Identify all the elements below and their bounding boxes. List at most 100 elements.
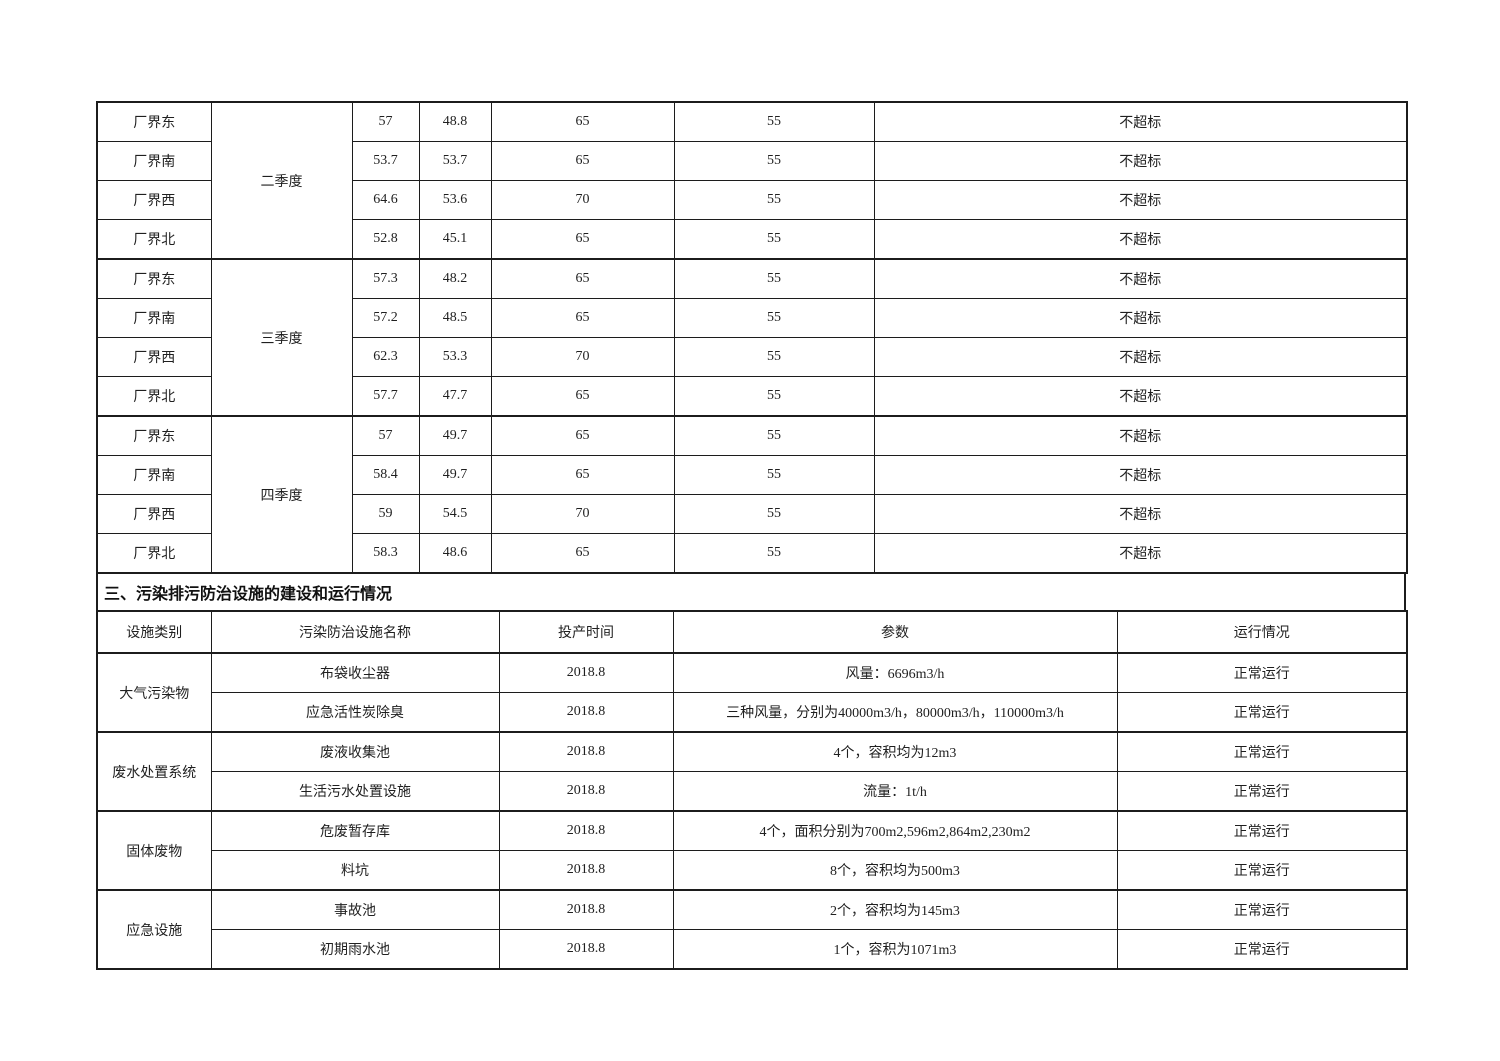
status-cell: 正常运行 xyxy=(1116,810,1408,851)
day-value-cell: 58.4 xyxy=(351,455,420,495)
location-cell: 厂界南 xyxy=(96,298,212,338)
commission-date-cell: 2018.8 xyxy=(498,810,674,851)
facility-row: 固体废物 危废暂存库 2018.8 4个，面积分别为700m2,596m2,86… xyxy=(96,810,1408,891)
facility-row: 料坑 2018.8 8个，容积均为500m3 正常运行 xyxy=(97,850,1408,891)
facility-row: 废水处置系统 废液收集池 2018.8 4个，容积均为12m3 正常运行 xyxy=(96,731,1408,812)
day-value-cell: 57.3 xyxy=(351,258,420,299)
params-cell: 1个，容积为1071m3 xyxy=(672,929,1118,970)
result-cell: 不超标 xyxy=(873,533,1408,574)
night-value-cell: 48.5 xyxy=(418,298,492,338)
day-limit-cell: 70 xyxy=(490,337,675,377)
result-cell: 不超标 xyxy=(873,455,1408,495)
location-cell: 厂界东 xyxy=(96,101,212,142)
night-value-cell: 45.1 xyxy=(418,219,492,260)
facility-name-cell: 危废暂存库 xyxy=(210,810,500,851)
night-limit-cell: 55 xyxy=(673,141,875,181)
header-cell: 运行情况 xyxy=(1116,610,1408,654)
location-cell: 厂界北 xyxy=(96,376,212,417)
day-value-cell: 64.6 xyxy=(351,180,420,220)
noise-row: 厂界北 52.8 45.1 65 55 不超标 xyxy=(96,219,1408,260)
params-cell: 流量：1t/h xyxy=(672,771,1118,812)
day-value-cell: 57.2 xyxy=(351,298,420,338)
section-title: 三、污染排污防治设施的建设和运行情况 xyxy=(96,574,1406,610)
result-cell: 不超标 xyxy=(873,298,1408,338)
night-limit-cell: 55 xyxy=(673,219,875,260)
params-cell: 风量：6696m3/h xyxy=(672,652,1118,693)
result-cell: 不超标 xyxy=(873,258,1408,299)
status-cell: 正常运行 xyxy=(1116,889,1408,930)
day-limit-cell: 65 xyxy=(490,455,675,495)
header-cell: 参数 xyxy=(672,610,1118,654)
header-cell: 投产时间 xyxy=(498,610,674,654)
noise-row: 厂界南 53.7 53.7 65 55 不超标 xyxy=(96,141,1408,181)
night-limit-cell: 55 xyxy=(673,533,875,574)
commission-date-cell: 2018.8 xyxy=(498,731,674,772)
commission-date-cell: 2018.8 xyxy=(498,652,674,693)
params-cell: 8个，容积均为500m3 xyxy=(672,850,1118,891)
params-cell: 三种风量，分别为40000m3/h，80000m3/h，110000m3/h xyxy=(672,692,1118,733)
night-limit-cell: 55 xyxy=(673,494,875,534)
category-cell: 大气污染物 xyxy=(96,652,212,733)
location-cell: 厂界西 xyxy=(96,494,212,534)
noise-row: 厂界东 三季度 57.3 48.2 65 55 不超标 xyxy=(96,258,1408,417)
noise-monitoring-table: 厂界东 二季度 57 48.8 65 55 不超标 厂界南 53.7 53.7 … xyxy=(96,101,1408,574)
day-value-cell: 59 xyxy=(351,494,420,534)
noise-row: 厂界北 58.3 48.6 65 55 不超标 xyxy=(96,533,1408,574)
noise-row: 厂界西 62.3 53.3 70 55 不超标 xyxy=(96,337,1408,377)
location-cell: 厂界北 xyxy=(96,219,212,260)
night-value-cell: 49.7 xyxy=(418,455,492,495)
commission-date-cell: 2018.8 xyxy=(498,889,674,930)
facility-name-cell: 布袋收尘器 xyxy=(210,652,500,693)
day-limit-cell: 70 xyxy=(490,494,675,534)
day-limit-cell: 65 xyxy=(490,376,675,417)
category-cell: 应急设施 xyxy=(96,889,212,970)
status-cell: 正常运行 xyxy=(1116,929,1408,970)
noise-row: 厂界西 64.6 53.6 70 55 不超标 xyxy=(96,180,1408,220)
facility-name-cell: 废液收集池 xyxy=(210,731,500,772)
result-cell: 不超标 xyxy=(873,337,1408,377)
night-value-cell: 48.8 xyxy=(418,101,492,142)
night-limit-cell: 55 xyxy=(673,180,875,220)
day-value-cell: 57.7 xyxy=(351,376,420,417)
day-limit-cell: 70 xyxy=(490,180,675,220)
facility-name-cell: 初期雨水池 xyxy=(210,929,500,970)
day-value-cell: 57 xyxy=(351,101,420,142)
day-value-cell: 58.3 xyxy=(351,533,420,574)
night-value-cell: 54.5 xyxy=(418,494,492,534)
location-cell: 厂界西 xyxy=(96,337,212,377)
day-value-cell: 62.3 xyxy=(351,337,420,377)
commission-date-cell: 2018.8 xyxy=(498,850,674,891)
night-limit-cell: 55 xyxy=(673,337,875,377)
facility-name-cell: 生活污水处置设施 xyxy=(210,771,500,812)
status-cell: 正常运行 xyxy=(1116,771,1408,812)
day-limit-cell: 65 xyxy=(490,141,675,181)
facility-name-cell: 应急活性炭除臭 xyxy=(210,692,500,733)
day-limit-cell: 65 xyxy=(490,415,675,456)
result-cell: 不超标 xyxy=(873,494,1408,534)
category-cell: 废水处置系统 xyxy=(96,731,212,812)
facility-row: 初期雨水池 2018.8 1个，容积为1071m3 正常运行 xyxy=(97,929,1408,970)
quarter-cell: 三季度 xyxy=(210,258,353,417)
status-cell: 正常运行 xyxy=(1116,692,1408,733)
night-value-cell: 53.3 xyxy=(418,337,492,377)
day-value-cell: 52.8 xyxy=(351,219,420,260)
commission-date-cell: 2018.8 xyxy=(498,692,674,733)
location-cell: 厂界东 xyxy=(96,258,212,299)
facility-row: 大气污染物 布袋收尘器 2018.8 风量：6696m3/h 正常运行 xyxy=(96,652,1408,733)
commission-date-cell: 2018.8 xyxy=(498,929,674,970)
facility-name-cell: 事故池 xyxy=(210,889,500,930)
night-limit-cell: 55 xyxy=(673,298,875,338)
report-page-content: 厂界东 二季度 57 48.8 65 55 不超标 厂界南 53.7 53.7 … xyxy=(96,101,1408,970)
location-cell: 厂界西 xyxy=(96,180,212,220)
facility-row: 应急设施 事故池 2018.8 2个，容积均为145m3 正常运行 xyxy=(96,889,1408,970)
params-cell: 4个，面积分别为700m2,596m2,864m2,230m2 xyxy=(672,810,1118,851)
noise-row: 厂界东 四季度 57 49.7 65 55 不超标 xyxy=(96,415,1408,574)
quarter-cell: 四季度 xyxy=(210,415,353,574)
location-cell: 厂界东 xyxy=(96,415,212,456)
result-cell: 不超标 xyxy=(873,219,1408,260)
result-cell: 不超标 xyxy=(873,101,1408,142)
day-limit-cell: 65 xyxy=(490,219,675,260)
facility-row: 生活污水处置设施 2018.8 流量：1t/h 正常运行 xyxy=(97,771,1408,812)
params-cell: 4个，容积均为12m3 xyxy=(672,731,1118,772)
commission-date-cell: 2018.8 xyxy=(498,771,674,812)
